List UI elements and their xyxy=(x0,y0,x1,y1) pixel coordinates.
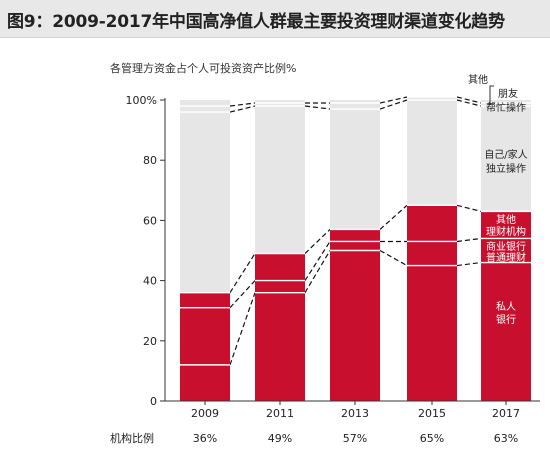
connector-2013-2015-3 xyxy=(379,204,408,230)
bar-2009-series-4 xyxy=(180,106,230,113)
connector-2009-2011-4 xyxy=(229,105,256,113)
bar-2011-series-0 xyxy=(255,292,305,401)
institution-value-2009: 36% xyxy=(193,432,217,445)
bar-2009-series-3 xyxy=(180,112,230,293)
bar-2015-series-1 xyxy=(407,241,457,266)
connector-2015-2017-1 xyxy=(456,261,482,267)
chart-header: 图9：2009-2017年中国高净值人群最主要投资理财渠道变化趋势 xyxy=(0,0,550,38)
x-tick-label-2013: 2013 xyxy=(341,407,369,420)
bar-2011-series-1 xyxy=(255,280,305,293)
connector-2013-2015-4 xyxy=(379,99,408,110)
series-label-comm_2: 普通理财 xyxy=(486,251,526,264)
bar-2009-series-0 xyxy=(180,364,230,401)
institution-value-2017: 63% xyxy=(494,432,518,445)
bar-2017-series-0 xyxy=(481,262,531,401)
connector-2015-2017-5 xyxy=(456,96,482,104)
institution-value-2015: 65% xyxy=(420,432,444,445)
y-tick-label-20: 20 xyxy=(143,335,157,348)
bar-2013-series-3 xyxy=(330,109,380,230)
bar-2011-series-4 xyxy=(255,103,305,107)
bar-2015-series-0 xyxy=(407,265,457,401)
connector-2011-2013-1 xyxy=(304,250,331,293)
y-tick-label-60: 60 xyxy=(143,214,157,227)
bar-2011-series-3 xyxy=(255,106,305,254)
institution-row-label: 机构比例 xyxy=(110,431,154,445)
chart-subtitle: 各管理方资金占个人可投资资产比例% xyxy=(110,61,296,75)
y-tick-label-40: 40 xyxy=(143,275,157,288)
bar-2013-series-2 xyxy=(330,229,380,242)
bar-2017-series-5 xyxy=(481,100,531,104)
bar-2015-series-4 xyxy=(407,96,457,100)
connector-2011-2013-4 xyxy=(304,105,331,110)
series-label-private_2: 银行 xyxy=(496,313,516,326)
bar-2009-series-2 xyxy=(180,292,230,308)
connector-2009-2011-5 xyxy=(229,102,256,107)
institution-value-2011: 49% xyxy=(268,432,292,445)
bar-2011-series-2 xyxy=(255,253,305,281)
x-tick-label-2011: 2011 xyxy=(266,407,294,420)
series-label-other_inst_2: 理财机构 xyxy=(486,225,526,238)
y-tick-label-100: 100% xyxy=(126,94,157,107)
series-label-other_inst_1: 其他 xyxy=(496,213,516,226)
connector-2013-2015-5 xyxy=(379,96,408,104)
callout-bracket xyxy=(489,85,494,105)
bar-2017-series-2 xyxy=(481,211,531,239)
connector-2009-2011-1 xyxy=(229,292,256,366)
bar-2013-series-4 xyxy=(330,103,380,110)
series-label-other: 其他 xyxy=(468,73,488,86)
connector-2015-2017-4 xyxy=(456,99,482,107)
bar-2017-series-3 xyxy=(481,106,531,212)
series-label-friend_1: 朋友 xyxy=(498,87,518,100)
bar-2011-series-5 xyxy=(255,100,305,104)
series-label-self_2: 独立操作 xyxy=(486,162,526,175)
series-label-self_1: 自己/家人 xyxy=(484,148,527,161)
bar-2009-series-1 xyxy=(180,307,230,365)
bar-2017-series-4 xyxy=(481,103,531,107)
bar-2017-series-1 xyxy=(481,238,531,263)
series-label-friend_2: 帮忙操作 xyxy=(486,101,526,114)
connector-2015-2017-3 xyxy=(456,204,482,212)
bar-2015-series-3 xyxy=(407,100,457,206)
connector-2015-2017-2 xyxy=(456,237,482,243)
x-tick-label-2015: 2015 xyxy=(418,407,446,420)
institution-value-2013: 57% xyxy=(343,432,367,445)
bar-2013-series-5 xyxy=(330,100,380,104)
bar-2009-series-5 xyxy=(180,100,230,107)
y-tick-label-80: 80 xyxy=(143,154,157,167)
connector-2009-2011-2 xyxy=(229,280,256,309)
bar-2013-series-1 xyxy=(330,241,380,251)
connector-2011-2013-2 xyxy=(304,241,331,281)
bar-2015-series-2 xyxy=(407,205,457,242)
series-label-private_1: 私人 xyxy=(496,301,516,313)
x-tick-label-2017: 2017 xyxy=(492,407,520,420)
series-label-comm_1: 商业银行 xyxy=(486,240,526,253)
bar-2013-series-0 xyxy=(330,250,380,401)
y-tick-label-0: 0 xyxy=(150,395,157,408)
connector-2013-2015-1 xyxy=(379,249,408,267)
chart-header-title: 图9：2009-2017年中国高净值人群最主要投资理财渠道变化趋势 xyxy=(7,12,505,32)
connector-2011-2013-3 xyxy=(304,228,331,254)
x-tick-label-2009: 2009 xyxy=(191,407,219,420)
connector-2009-2011-3 xyxy=(229,253,256,293)
